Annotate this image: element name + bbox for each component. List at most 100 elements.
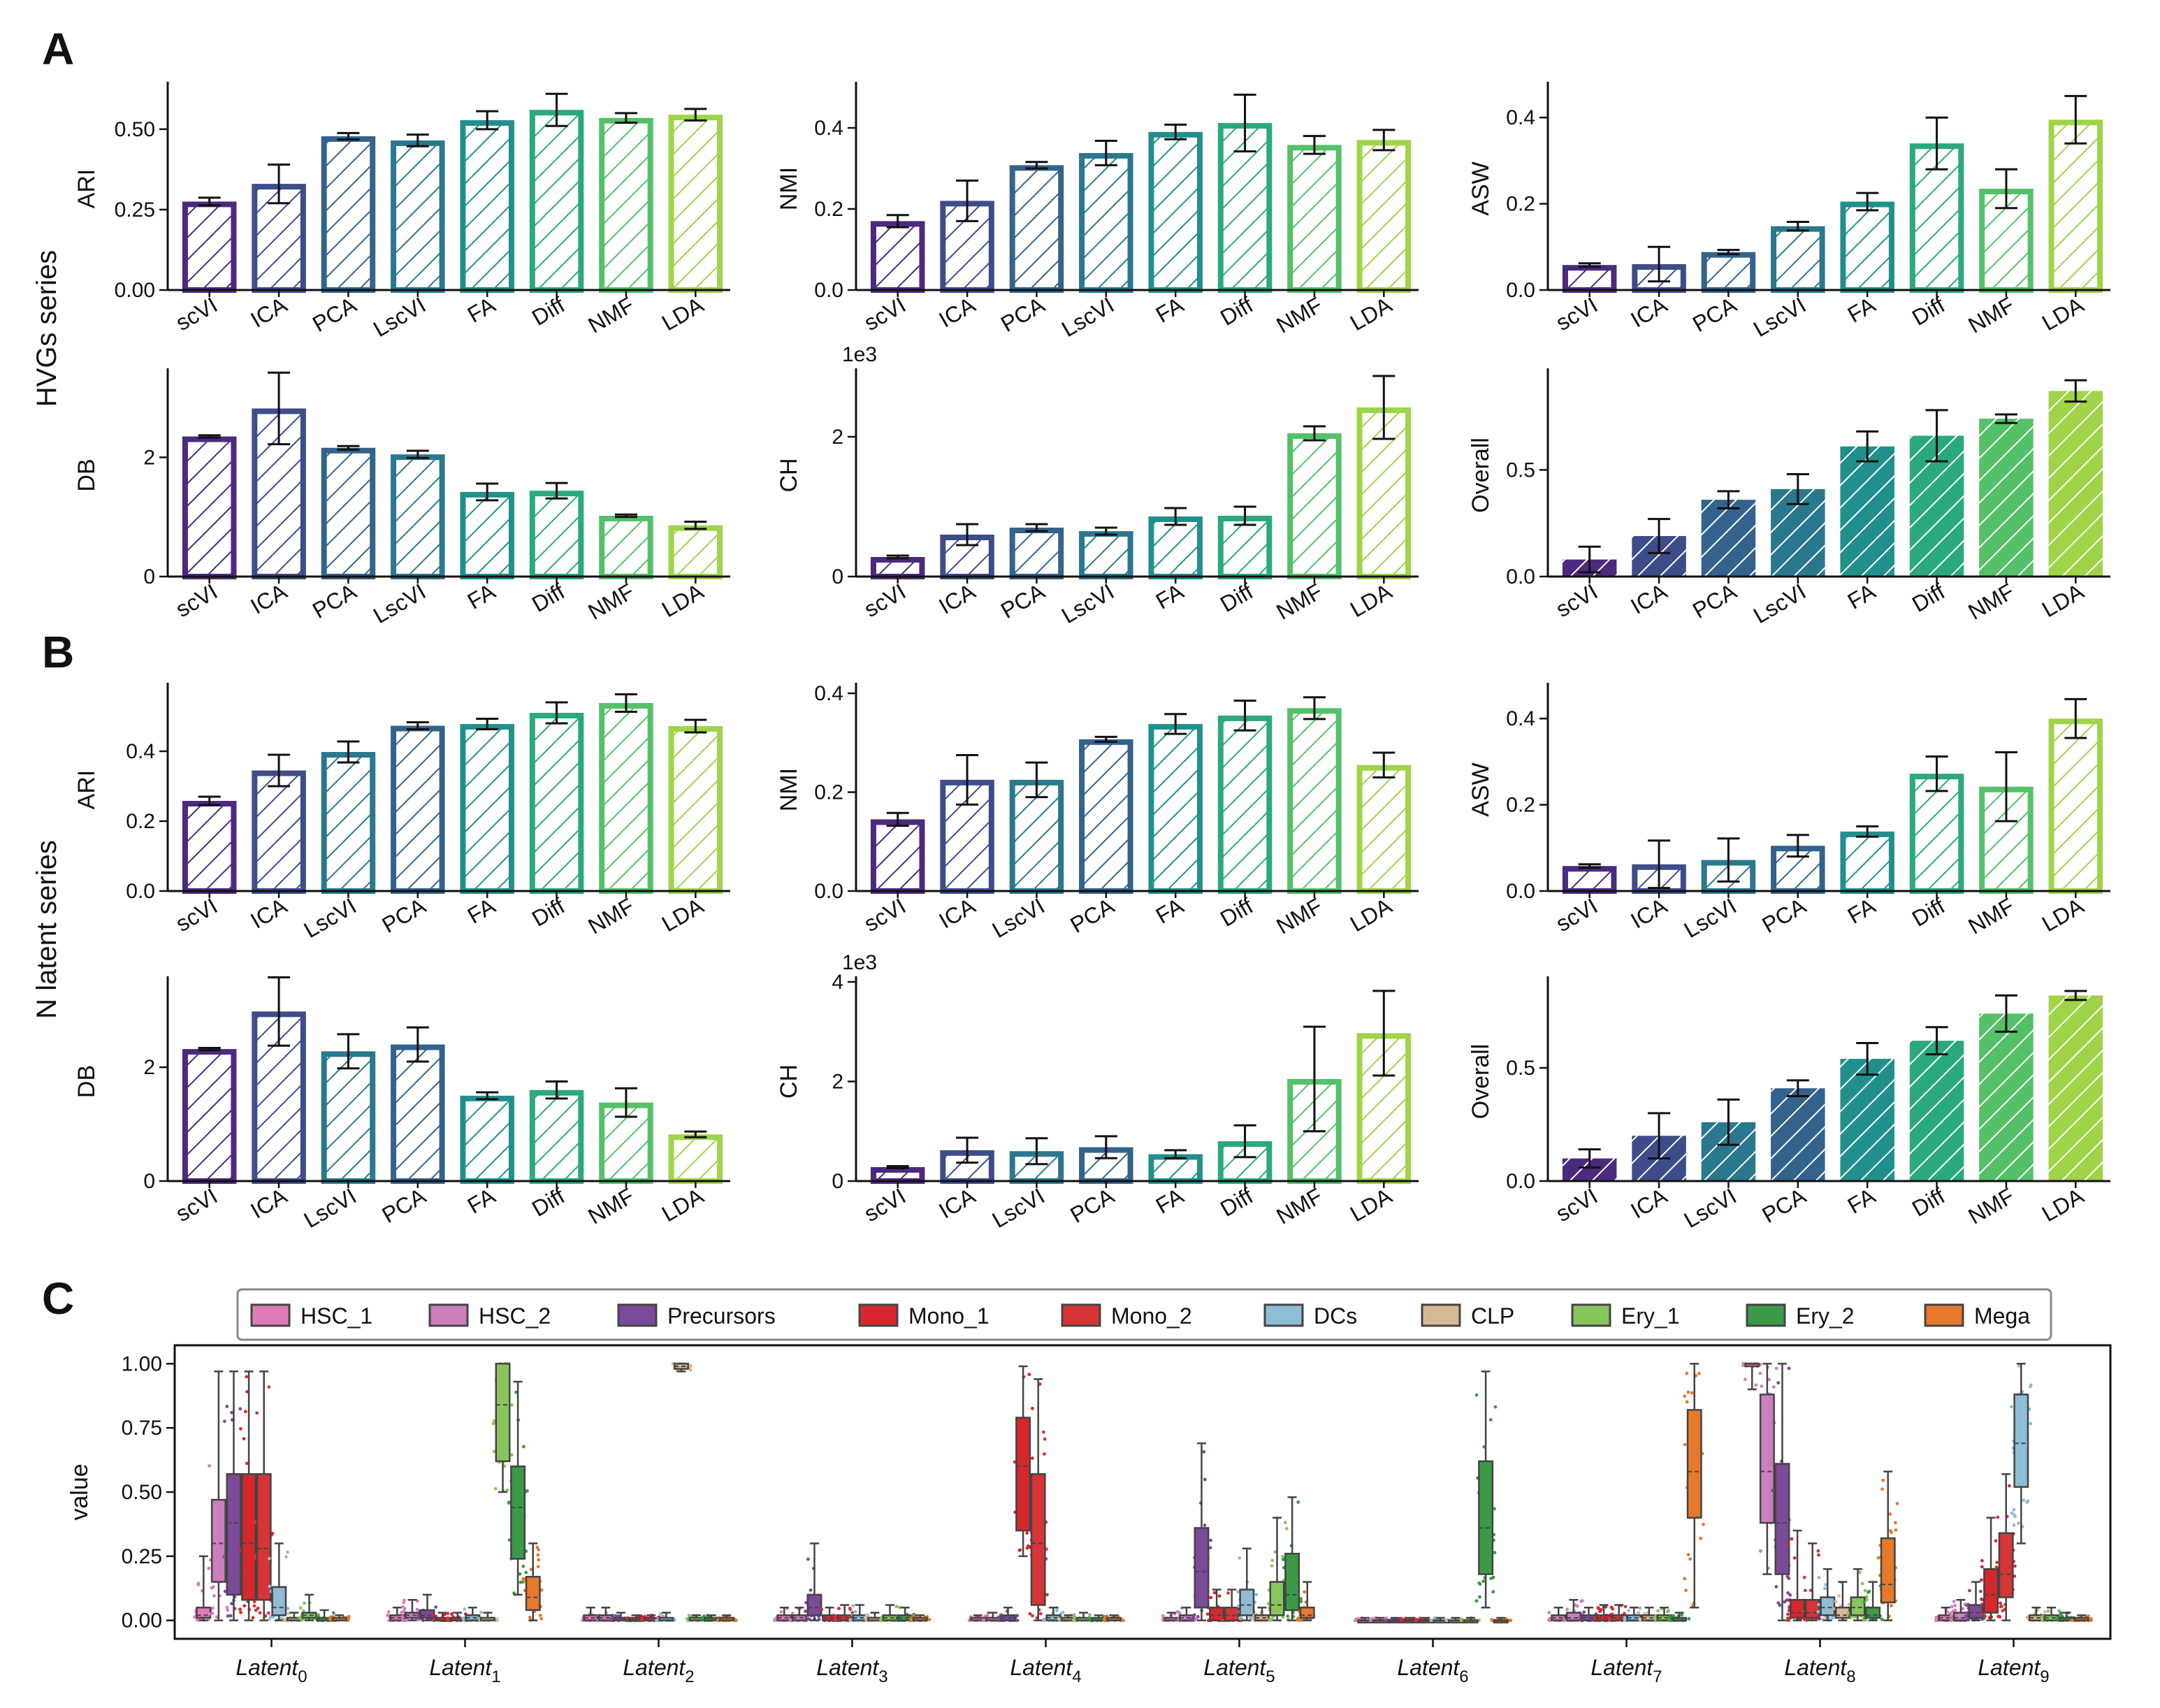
data-point [1786,1612,1790,1616]
x-tick-label-FA: FA [463,1183,500,1219]
data-point [529,1568,533,1572]
box-DCs [271,1586,287,1616]
bar-LscVI [1771,226,1825,293]
x-tick-label-ICA: ICA [934,579,980,619]
data-point [1786,1591,1790,1595]
data-point [1042,1430,1045,1434]
data-point [1579,1599,1583,1603]
data-point [331,1611,335,1615]
x-tick-label-PCA: PCA [308,579,361,623]
legend-swatch-Mono_2 [1061,1303,1101,1327]
data-point [1980,1558,1984,1563]
data-point [1685,1371,1689,1375]
data-point [1299,1597,1303,1601]
latent-group-1: Latent1 [386,1361,544,1686]
x-tick-label-LDA: LDA [1346,893,1396,937]
data-point [1478,1595,1481,1599]
box-Mono_1 [1790,1599,1806,1619]
bar-LDA [2048,120,2103,293]
data-point [779,1610,783,1614]
data-point [1965,1603,1969,1607]
legend-label-Mono_2: Mono_2 [1111,1303,1192,1329]
data-point [1028,1612,1032,1616]
data-point [911,1614,915,1618]
x-tick-label-LscVI: LscVI [988,1183,1049,1233]
data-point [267,1385,271,1389]
latent-group-2: Latent2 [581,1361,738,1686]
data-point [1758,1371,1762,1375]
box-Precursors [1194,1527,1210,1609]
x-tick-label-FA: FA [1843,1183,1880,1219]
chart-B-NMI: scVI ICA LscVI PCA FA Diff NMF LDA 0.0 0.2 0.4 NMI [776,682,1419,943]
bar-LscVI [1009,779,1064,894]
box-Mono_2 [1224,1607,1240,1621]
bar-LscVI [391,140,445,293]
data-point [1846,1611,1850,1615]
data-point [1847,1602,1851,1607]
x-tick-label-LDA: LDA [2038,893,2088,937]
data-point [1254,1593,1259,1597]
row-label-hvgs: HVGs series [31,250,62,407]
bar-Diff [1217,715,1273,895]
data-point [1680,1613,1684,1616]
data-point [303,1601,306,1605]
data-point [1161,1614,1165,1618]
bar-PCA [391,725,445,894]
box-DCs [1239,1588,1255,1616]
bar-FA [460,724,514,894]
data-point [1547,1611,1551,1614]
data-point [1611,1607,1615,1611]
data-point [2001,1609,2005,1613]
box-HSC_1 [196,1607,212,1619]
data-point [463,1607,467,1611]
box-DCs [658,1616,674,1621]
data-point [806,1557,810,1561]
data-point [820,1607,824,1612]
latent-label-6: Latent6 [1397,1655,1468,1686]
bar-PCA [1009,165,1064,293]
data-point [1968,1588,1971,1593]
data-point [1281,1615,1285,1619]
data-point [1582,1610,1586,1614]
x-tick-label-LscVI: LscVI [1749,579,1810,628]
data-point [245,1375,249,1379]
data-point [239,1610,242,1614]
data-point [1980,1578,1983,1582]
data-point [1297,1619,1301,1622]
data-point [239,1427,242,1431]
data-point [1994,1565,1999,1569]
box-Ery_1 [1850,1596,1866,1616]
data-point [1860,1582,1864,1586]
data-point [1688,1557,1693,1561]
data-point [1623,1619,1627,1623]
bar-PCA [1771,1088,1825,1181]
data-point [1270,1564,1274,1568]
latent-label-9: Latent9 [1978,1655,2049,1686]
bar-PCA [1079,739,1133,894]
x-tick-label-LscVI: LscVI [369,579,430,628]
x-tick-label-PCA: PCA [996,292,1050,337]
data-point [1637,1611,1641,1615]
data-point [507,1500,511,1504]
x-tick-label-LDA: LDA [1346,1183,1396,1227]
data-point [1824,1583,1828,1587]
data-point [1593,1616,1597,1620]
x-tick-label-NMF: NMF [1272,893,1326,939]
box-HSC_2 [1759,1394,1775,1524]
x-tick-label-PCA: PCA [1757,1183,1811,1228]
bar-charts: scVI ICA PCA LscVI FA Diff NMF LDA0.000.250.50A… [73,82,2110,1233]
bar-Diff [1909,1041,1964,1181]
data-point [347,1616,351,1620]
latent-label-8: Latent8 [1784,1655,1855,1686]
data-point [894,1605,899,1609]
data-point [1208,1546,1212,1550]
data-point [536,1553,540,1557]
y-tick-label: 0.2 [1506,193,1535,216]
box-HSC_2 [210,1498,226,1583]
y-tick-label: 0 [832,565,843,588]
x-tick-label-Diff: Diff [1908,1183,1949,1222]
data-point [1994,1539,1998,1543]
latent-subscript: 7 [1653,1667,1662,1686]
data-point [1474,1393,1479,1397]
data-point [1038,1612,1043,1616]
